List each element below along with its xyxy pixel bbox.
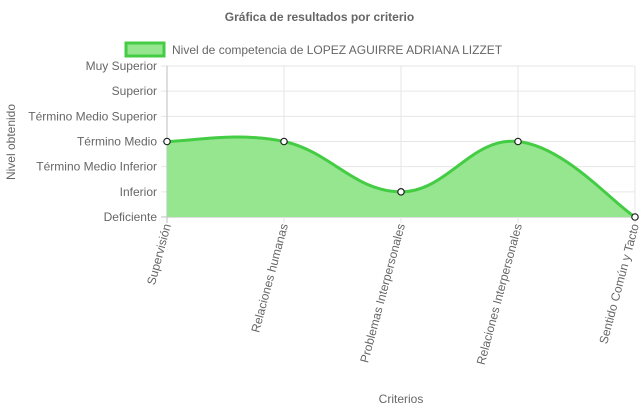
data-point[interactable] [514, 137, 522, 146]
x-tick-label: Supervisión [144, 222, 174, 286]
legend-swatch [124, 41, 166, 58]
data-point[interactable] [397, 188, 405, 196]
y-tick-label: Término Medio Inferior [36, 160, 157, 174]
data-point[interactable] [280, 137, 288, 146]
x-tick-label: Relaciones Interpersonales [474, 222, 525, 366]
x-axis-title: Criterios [379, 392, 424, 406]
legend[interactable]: Nivel de competencia de LOPEZ AGUIRRE AD… [124, 41, 503, 58]
x-tick-label: Problemas Interpersonales [357, 222, 408, 364]
y-tick-label: Término Medio [77, 135, 157, 149]
x-tick-label: Sentido Común y Tacto [596, 222, 639, 346]
y-tick-label: Término Medio Superior [28, 109, 157, 123]
series-fill [167, 137, 635, 217]
y-tick-label: Inferior [120, 185, 157, 199]
x-tick-label: Relaciones humanas [248, 222, 291, 334]
data-point[interactable] [631, 213, 639, 221]
series-area [166, 135, 636, 219]
x-axis-ticks: Supervisión Relaciones humanas Problemas I… [144, 222, 639, 366]
chart-title: Gráfica de resultados por criterio [225, 10, 414, 24]
y-tick-label: Superior [112, 84, 157, 98]
data-points[interactable] [163, 137, 639, 221]
series-line [166, 135, 636, 219]
y-axis-ticks: Deficiente Inferior Término Medio Inferior… [28, 59, 157, 224]
legend-label: Nivel de competencia de LOPEZ AGUIRRE AD… [172, 43, 503, 57]
data-point[interactable] [163, 137, 171, 146]
y-tick-label: Deficiente [104, 210, 158, 224]
y-axis-title: Nivel obtenido [4, 104, 18, 180]
y-tick-label: Muy Superior [86, 59, 157, 73]
